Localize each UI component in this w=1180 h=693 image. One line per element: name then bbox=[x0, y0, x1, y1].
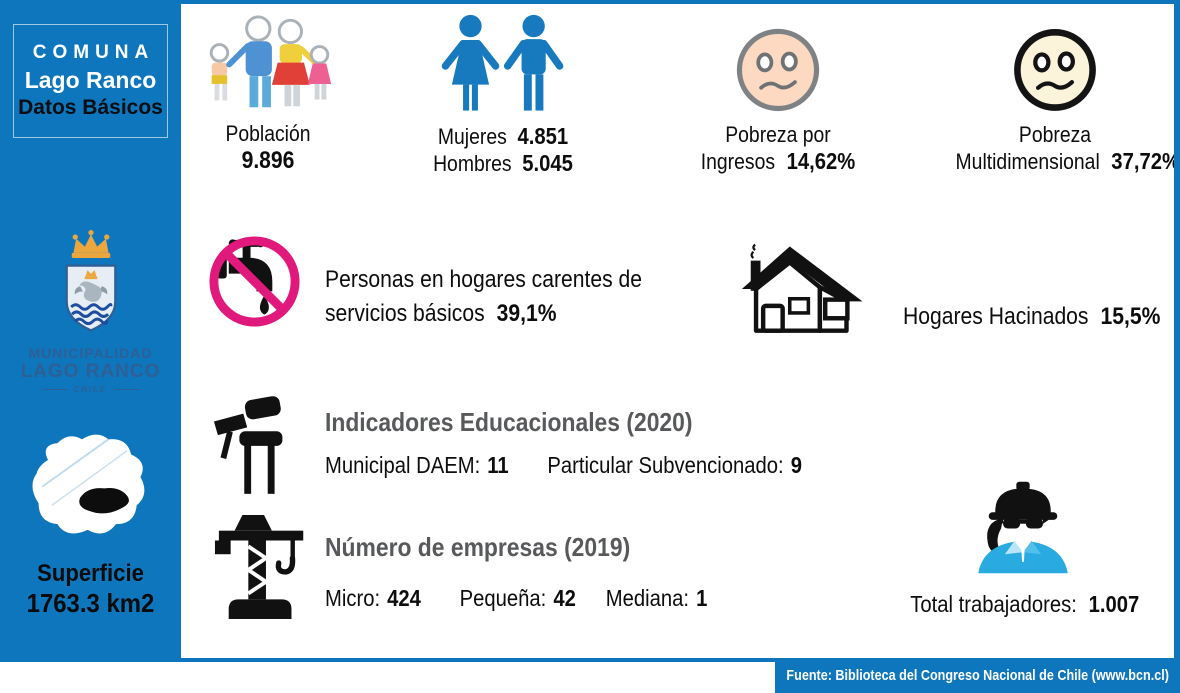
school-desk-icon bbox=[213, 396, 283, 494]
trabajadores-line: Total trabajadores: 1.007 bbox=[910, 591, 1139, 618]
educacion-title: Indicadores Educacionales (2020) bbox=[325, 407, 693, 437]
micro-value: 424 bbox=[387, 585, 421, 611]
worker-icon bbox=[977, 481, 1068, 574]
stat-pobreza-multidimensional: Pobreza Multidimensional 37,72% bbox=[942, 22, 1180, 175]
poblacion-label: Población bbox=[225, 121, 311, 146]
mediana-label: Mediana: bbox=[605, 585, 690, 611]
pobreza-multi-value: 37,72% bbox=[1111, 148, 1180, 174]
micro-label: Micro: bbox=[325, 585, 381, 611]
servicios-basicos-text: Personas en hogares carentes de servicio… bbox=[325, 263, 685, 331]
logo-municipalidad-text: MUNICIPALIDAD bbox=[28, 345, 153, 361]
logo-chile-label: CHILE bbox=[73, 385, 108, 394]
pobreza-multi-line1: Pobreza bbox=[1018, 122, 1092, 147]
footer-source-strip: Fuente: Biblioteca del Congreso Nacional… bbox=[775, 658, 1180, 693]
sad-face-income-icon bbox=[736, 28, 820, 112]
house-icon bbox=[741, 243, 863, 333]
stat-poblacion: Población 9.896 bbox=[193, 14, 343, 175]
right-border bbox=[1174, 0, 1180, 693]
comuna-title-box: COMUNA Lago Ranco Datos Básicos bbox=[13, 24, 168, 138]
educacion-values: Municipal DAEM: 11 Particular Subvencionad… bbox=[325, 452, 867, 479]
sad-face-multi-icon bbox=[1014, 29, 1096, 111]
pobreza-multi-label: Multidimensional bbox=[955, 149, 1100, 174]
dash-left bbox=[41, 388, 68, 391]
woman-man-icon bbox=[441, 14, 564, 111]
crane-icon bbox=[214, 514, 304, 619]
comuna-map bbox=[32, 434, 145, 534]
empresas-values: Micro: 424 Pequeña: 42 Mediana: 1 bbox=[325, 585, 760, 612]
family-icon bbox=[209, 15, 331, 108]
educacion-title-wrap: Indicadores Educacionales (2020) bbox=[325, 407, 743, 438]
surface-block: Superficie 1763.3 km2 bbox=[0, 560, 181, 619]
comuna-name: Lago Ranco bbox=[24, 67, 157, 93]
servicios-basicos-line2: servicios básicos 39,1% bbox=[325, 297, 642, 331]
pobreza-ingresos-line1: Pobreza por bbox=[725, 122, 831, 147]
top-border bbox=[0, 0, 1180, 4]
municipal-daem-value: 11 bbox=[487, 452, 509, 478]
trabajadores-block: Total trabajadores: 1.007 bbox=[895, 478, 1150, 618]
hombres-line: Hombres 5.045 bbox=[410, 150, 597, 177]
particular-subvencionado-value: 9 bbox=[790, 452, 802, 478]
pobreza-ingresos-value: 14,62% bbox=[786, 148, 856, 174]
bottom-divider-line bbox=[0, 658, 1180, 662]
municipality-logo: MUNICIPALIDAD LAGO RANCO CHILE bbox=[0, 228, 181, 394]
shield-icon bbox=[65, 264, 116, 332]
pobreza-multi-line2: Multidimensional 37,72% bbox=[955, 148, 1180, 175]
hombres-label: Hombres bbox=[433, 151, 512, 176]
stat-genero: Mujeres 4.851 Hombres 5.045 bbox=[397, 14, 609, 177]
comuna-label: COMUNA bbox=[32, 42, 155, 63]
hombres-value: 5.045 bbox=[522, 150, 573, 176]
empresas-values-inner: Micro: 424 Pequeña: 42 Mediana: 1 bbox=[325, 585, 707, 612]
stat-pobreza-ingresos: Pobreza por Ingresos 14,62% bbox=[678, 22, 878, 175]
particular-subvencionado-label: Particular Subvencionado: bbox=[547, 452, 784, 478]
servicios-basicos-label: servicios básicos bbox=[325, 300, 485, 327]
no-water-icon bbox=[209, 236, 300, 327]
hacinados-label: Hogares Hacinados bbox=[903, 303, 1089, 330]
pequena-value: 42 bbox=[553, 585, 576, 611]
surface-value: 1763.3 km2 bbox=[26, 588, 155, 618]
logo-country-text: CHILE bbox=[0, 385, 181, 394]
poblacion-value: 9.896 bbox=[241, 147, 295, 174]
dash-right bbox=[113, 388, 140, 391]
empresas-title: Número de empresas (2019) bbox=[325, 532, 631, 562]
source-text: Fuente: Biblioteca del Congreso Nacional… bbox=[786, 667, 1169, 684]
hacinados-text: Hogares Hacinados 15,5% bbox=[903, 300, 1180, 334]
hacinados-line: Hogares Hacinados 15,5% bbox=[903, 300, 1160, 334]
datos-basicos-label: Datos Básicos bbox=[18, 96, 163, 119]
pequena-label: Pequeña: bbox=[459, 585, 547, 611]
pobreza-ingresos-line2: Ingresos 14,62% bbox=[690, 148, 866, 175]
mediana-value: 1 bbox=[696, 585, 708, 611]
servicios-basicos-line1: Personas en hogares carentes de bbox=[325, 266, 643, 293]
logo-lagoranco-text: LAGO RANCO bbox=[20, 361, 161, 382]
trabajadores-label: Total trabajadores: bbox=[910, 591, 1077, 617]
surface-label: Superficie bbox=[37, 560, 144, 587]
crown-icon bbox=[71, 230, 110, 258]
sidebar: COMUNA Lago Ranco Datos Básicos bbox=[0, 0, 181, 662]
servicios-basicos-value: 39,1% bbox=[496, 300, 557, 327]
mujeres-label: Mujeres bbox=[437, 124, 507, 149]
municipal-daem-label: Municipal DAEM: bbox=[325, 452, 481, 478]
mujeres-line: Mujeres 4.851 bbox=[410, 123, 597, 150]
trabajadores-value: 1.007 bbox=[1088, 591, 1140, 617]
educacion-values-inner: Municipal DAEM: 11 Particular Subvencionad… bbox=[325, 452, 802, 479]
mujeres-value: 4.851 bbox=[517, 123, 569, 149]
pobreza-ingresos-label: Ingresos bbox=[700, 149, 776, 174]
empresas-title-wrap: Número de empresas (2019) bbox=[325, 532, 672, 563]
hacinados-value: 15,5% bbox=[1100, 303, 1161, 330]
